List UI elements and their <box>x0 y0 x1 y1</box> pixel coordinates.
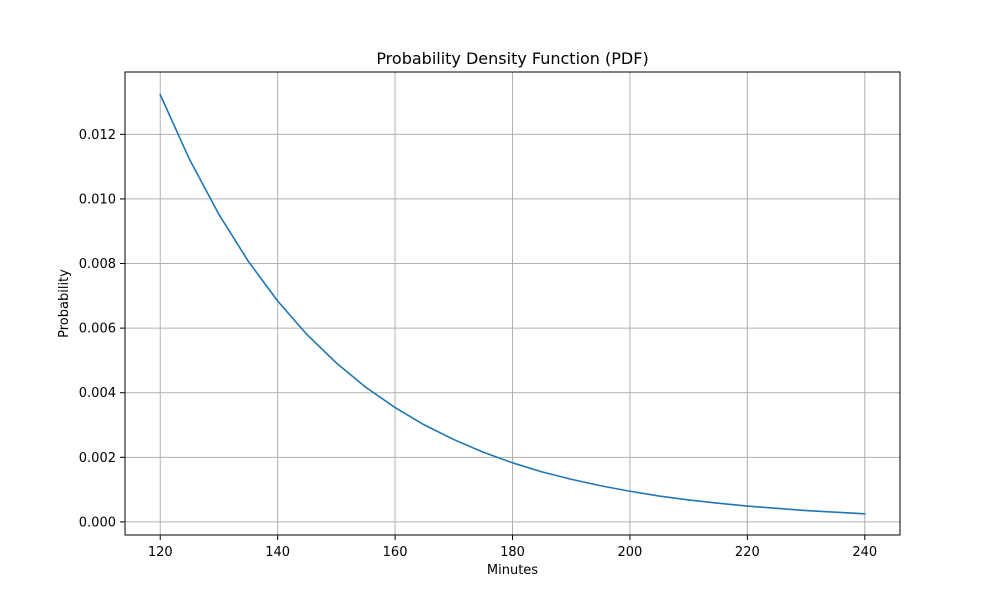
x-tick-label: 200 <box>618 545 643 560</box>
pdf-series-line <box>159 93 866 515</box>
x-tick-label: 180 <box>500 545 525 560</box>
y-axis-label: Probability <box>57 269 72 338</box>
ticks: 120 140 160 180 200 220 240 0.000 0.002 0.004 0.00… <box>79 128 877 560</box>
x-tick-label: 160 <box>383 545 408 560</box>
x-axis-label: Minutes <box>487 563 538 578</box>
x-tick-label: 220 <box>735 545 760 560</box>
y-tick-label: 0.010 <box>79 192 116 207</box>
y-tick-label: 0.000 <box>79 515 116 530</box>
grid <box>125 72 900 535</box>
y-tick-label: 0.006 <box>79 322 116 337</box>
chart-title: Probability Density Function (PDF) <box>376 49 648 68</box>
y-tick-label: 0.004 <box>79 386 116 401</box>
y-tick-label: 0.012 <box>79 128 116 143</box>
y-tick-label: 0.008 <box>79 257 116 272</box>
x-tick-label: 240 <box>852 545 877 560</box>
x-tick-label: 140 <box>265 545 290 560</box>
y-tick-label: 0.002 <box>79 451 116 466</box>
series-layer <box>159 93 866 515</box>
x-tick-label: 120 <box>148 545 173 560</box>
